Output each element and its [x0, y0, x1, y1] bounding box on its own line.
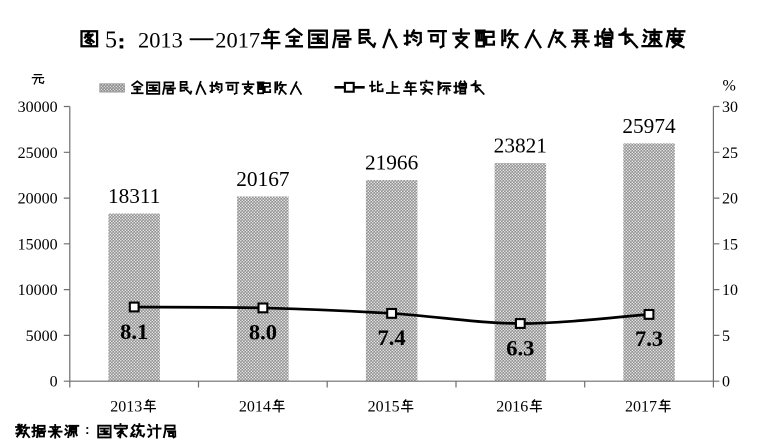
svg-text:10: 10 [722, 282, 738, 299]
svg-text:15000: 15000 [18, 236, 58, 253]
svg-text:6.3: 6.3 [506, 335, 534, 360]
svg-text:23821: 23821 [494, 134, 547, 158]
svg-text:2016: 2016 [496, 399, 528, 416]
svg-text:30000: 30000 [18, 99, 58, 116]
svg-text:2013: 2013 [138, 27, 183, 52]
svg-text:5: 5 [722, 328, 730, 345]
svg-text:18311: 18311 [108, 184, 160, 208]
svg-text:8.0: 8.0 [249, 320, 277, 345]
svg-text:2017: 2017 [625, 399, 657, 416]
svg-text:10000: 10000 [18, 282, 58, 299]
svg-text:8.1: 8.1 [120, 319, 148, 344]
svg-text:5000: 5000 [26, 328, 58, 345]
svg-text:20000: 20000 [18, 191, 58, 208]
svg-text:2015: 2015 [368, 399, 400, 416]
svg-text:7.3: 7.3 [635, 326, 663, 351]
svg-text:20: 20 [722, 191, 738, 208]
svg-text:25974: 25974 [622, 114, 676, 138]
svg-text:2017: 2017 [215, 27, 260, 52]
svg-text:2014: 2014 [239, 399, 271, 416]
svg-text:2013: 2013 [110, 399, 142, 416]
svg-text:%: % [723, 78, 736, 95]
svg-text:21966: 21966 [365, 151, 419, 175]
svg-text:0: 0 [722, 374, 730, 391]
svg-text:7.4: 7.4 [378, 325, 406, 350]
svg-text:5: 5 [105, 28, 117, 54]
svg-text:0: 0 [50, 374, 58, 391]
svg-text:30: 30 [722, 99, 738, 116]
svg-text:25: 25 [722, 145, 738, 162]
svg-text:15: 15 [722, 236, 738, 253]
svg-text:25000: 25000 [18, 145, 58, 162]
svg-text:20167: 20167 [236, 167, 290, 191]
